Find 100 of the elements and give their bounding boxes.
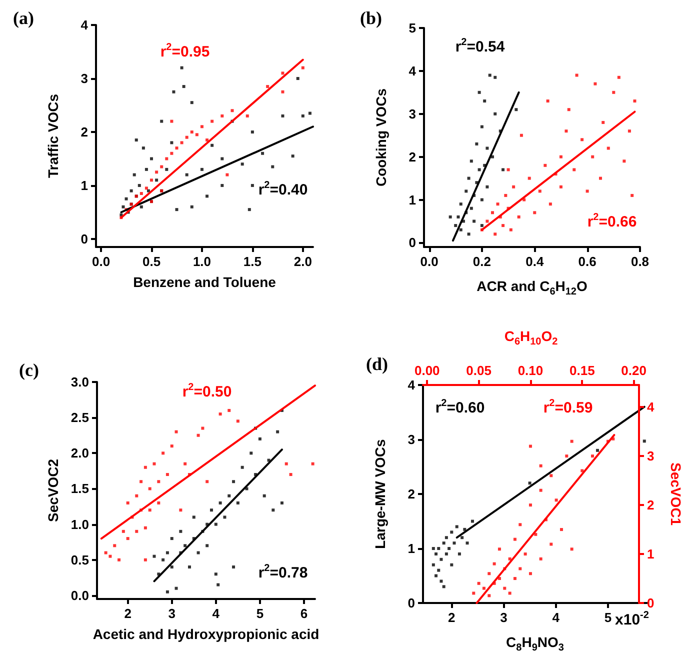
chart-title: (c) [19, 360, 39, 380]
x-tick-label: 0.4 [526, 254, 544, 269]
x-tick-label: 1.5 [243, 254, 262, 269]
point [240, 162, 244, 166]
point [190, 130, 194, 134]
point [544, 164, 547, 167]
point [559, 155, 562, 158]
y-axis-title: SecVOC2 [45, 458, 62, 522]
point [160, 165, 164, 168]
point [528, 482, 532, 485]
point [281, 90, 284, 94]
point [513, 577, 516, 580]
point [250, 184, 254, 187]
point [184, 462, 187, 466]
point [570, 440, 574, 443]
point [155, 170, 158, 174]
point [170, 152, 174, 155]
y-axis-title: Large-MW VOCs [372, 438, 388, 549]
point [190, 205, 194, 208]
point [455, 525, 458, 528]
point [528, 444, 532, 448]
point [486, 146, 489, 150]
point [477, 582, 480, 585]
point [470, 160, 473, 163]
point [160, 120, 164, 123]
point [165, 157, 168, 160]
x-tick-label: 0.0 [420, 254, 438, 269]
y-tick-label: 1 [408, 192, 416, 208]
x-tick-label: 0.2 [472, 254, 491, 269]
point [440, 558, 443, 561]
point [166, 551, 169, 554]
point [454, 224, 458, 228]
point [498, 548, 501, 551]
point [179, 530, 182, 533]
point [157, 501, 160, 504]
point [144, 466, 147, 469]
point [567, 108, 570, 112]
point [122, 530, 125, 533]
point [598, 176, 602, 180]
point [196, 551, 200, 554]
point [460, 536, 464, 540]
y-tick-label: 2 [408, 149, 416, 164]
y-tick-label: 1.0 [70, 516, 89, 532]
point [135, 530, 138, 533]
point [228, 408, 231, 412]
x-tick-label: 0.10 [518, 363, 544, 378]
point [170, 141, 174, 144]
x-axis-title: Acetic and Hydroxypropionic acid [92, 626, 320, 642]
point [617, 76, 620, 79]
y-tick-label: 4 [408, 63, 417, 78]
point [192, 516, 196, 519]
y-tick-label: 3.0 [70, 374, 89, 390]
point [157, 480, 160, 484]
point [280, 501, 284, 504]
point [226, 173, 229, 176]
x-tick-label: 0.6 [578, 254, 596, 269]
point [240, 466, 244, 469]
point [175, 146, 178, 150]
y-axis-title: Traffic VOCs [45, 94, 61, 178]
y-tick-label: 0 [80, 231, 88, 246]
point [220, 157, 224, 160]
point [550, 474, 553, 478]
point [459, 228, 462, 232]
point [150, 178, 154, 182]
point [281, 72, 284, 75]
point [517, 215, 520, 218]
point [108, 554, 112, 558]
point [628, 130, 631, 133]
point [472, 220, 476, 223]
point [162, 558, 165, 562]
point [162, 452, 165, 455]
point [490, 211, 494, 214]
point [448, 215, 452, 218]
point [482, 586, 486, 590]
point [200, 168, 204, 171]
point [236, 501, 240, 504]
point [276, 430, 280, 434]
point [155, 178, 158, 182]
chart-title: (d) [366, 354, 388, 374]
point [220, 114, 224, 118]
x-tick-label: 3 [168, 606, 176, 621]
point [246, 114, 249, 118]
y-tick-label: 5 [408, 20, 416, 36]
point [126, 537, 130, 540]
point [502, 224, 505, 228]
point [480, 125, 484, 128]
point [575, 74, 578, 77]
point [564, 130, 568, 133]
point [138, 184, 141, 187]
point [528, 572, 532, 576]
y-tick-label: 3 [408, 432, 415, 447]
y-tick-label: 1 [408, 541, 415, 556]
point [437, 547, 440, 550]
point [622, 160, 626, 163]
point [496, 202, 500, 206]
point [206, 138, 209, 142]
point [459, 202, 462, 206]
x-tick-label: 6 [300, 606, 308, 621]
point [466, 542, 469, 545]
point [250, 130, 254, 134]
